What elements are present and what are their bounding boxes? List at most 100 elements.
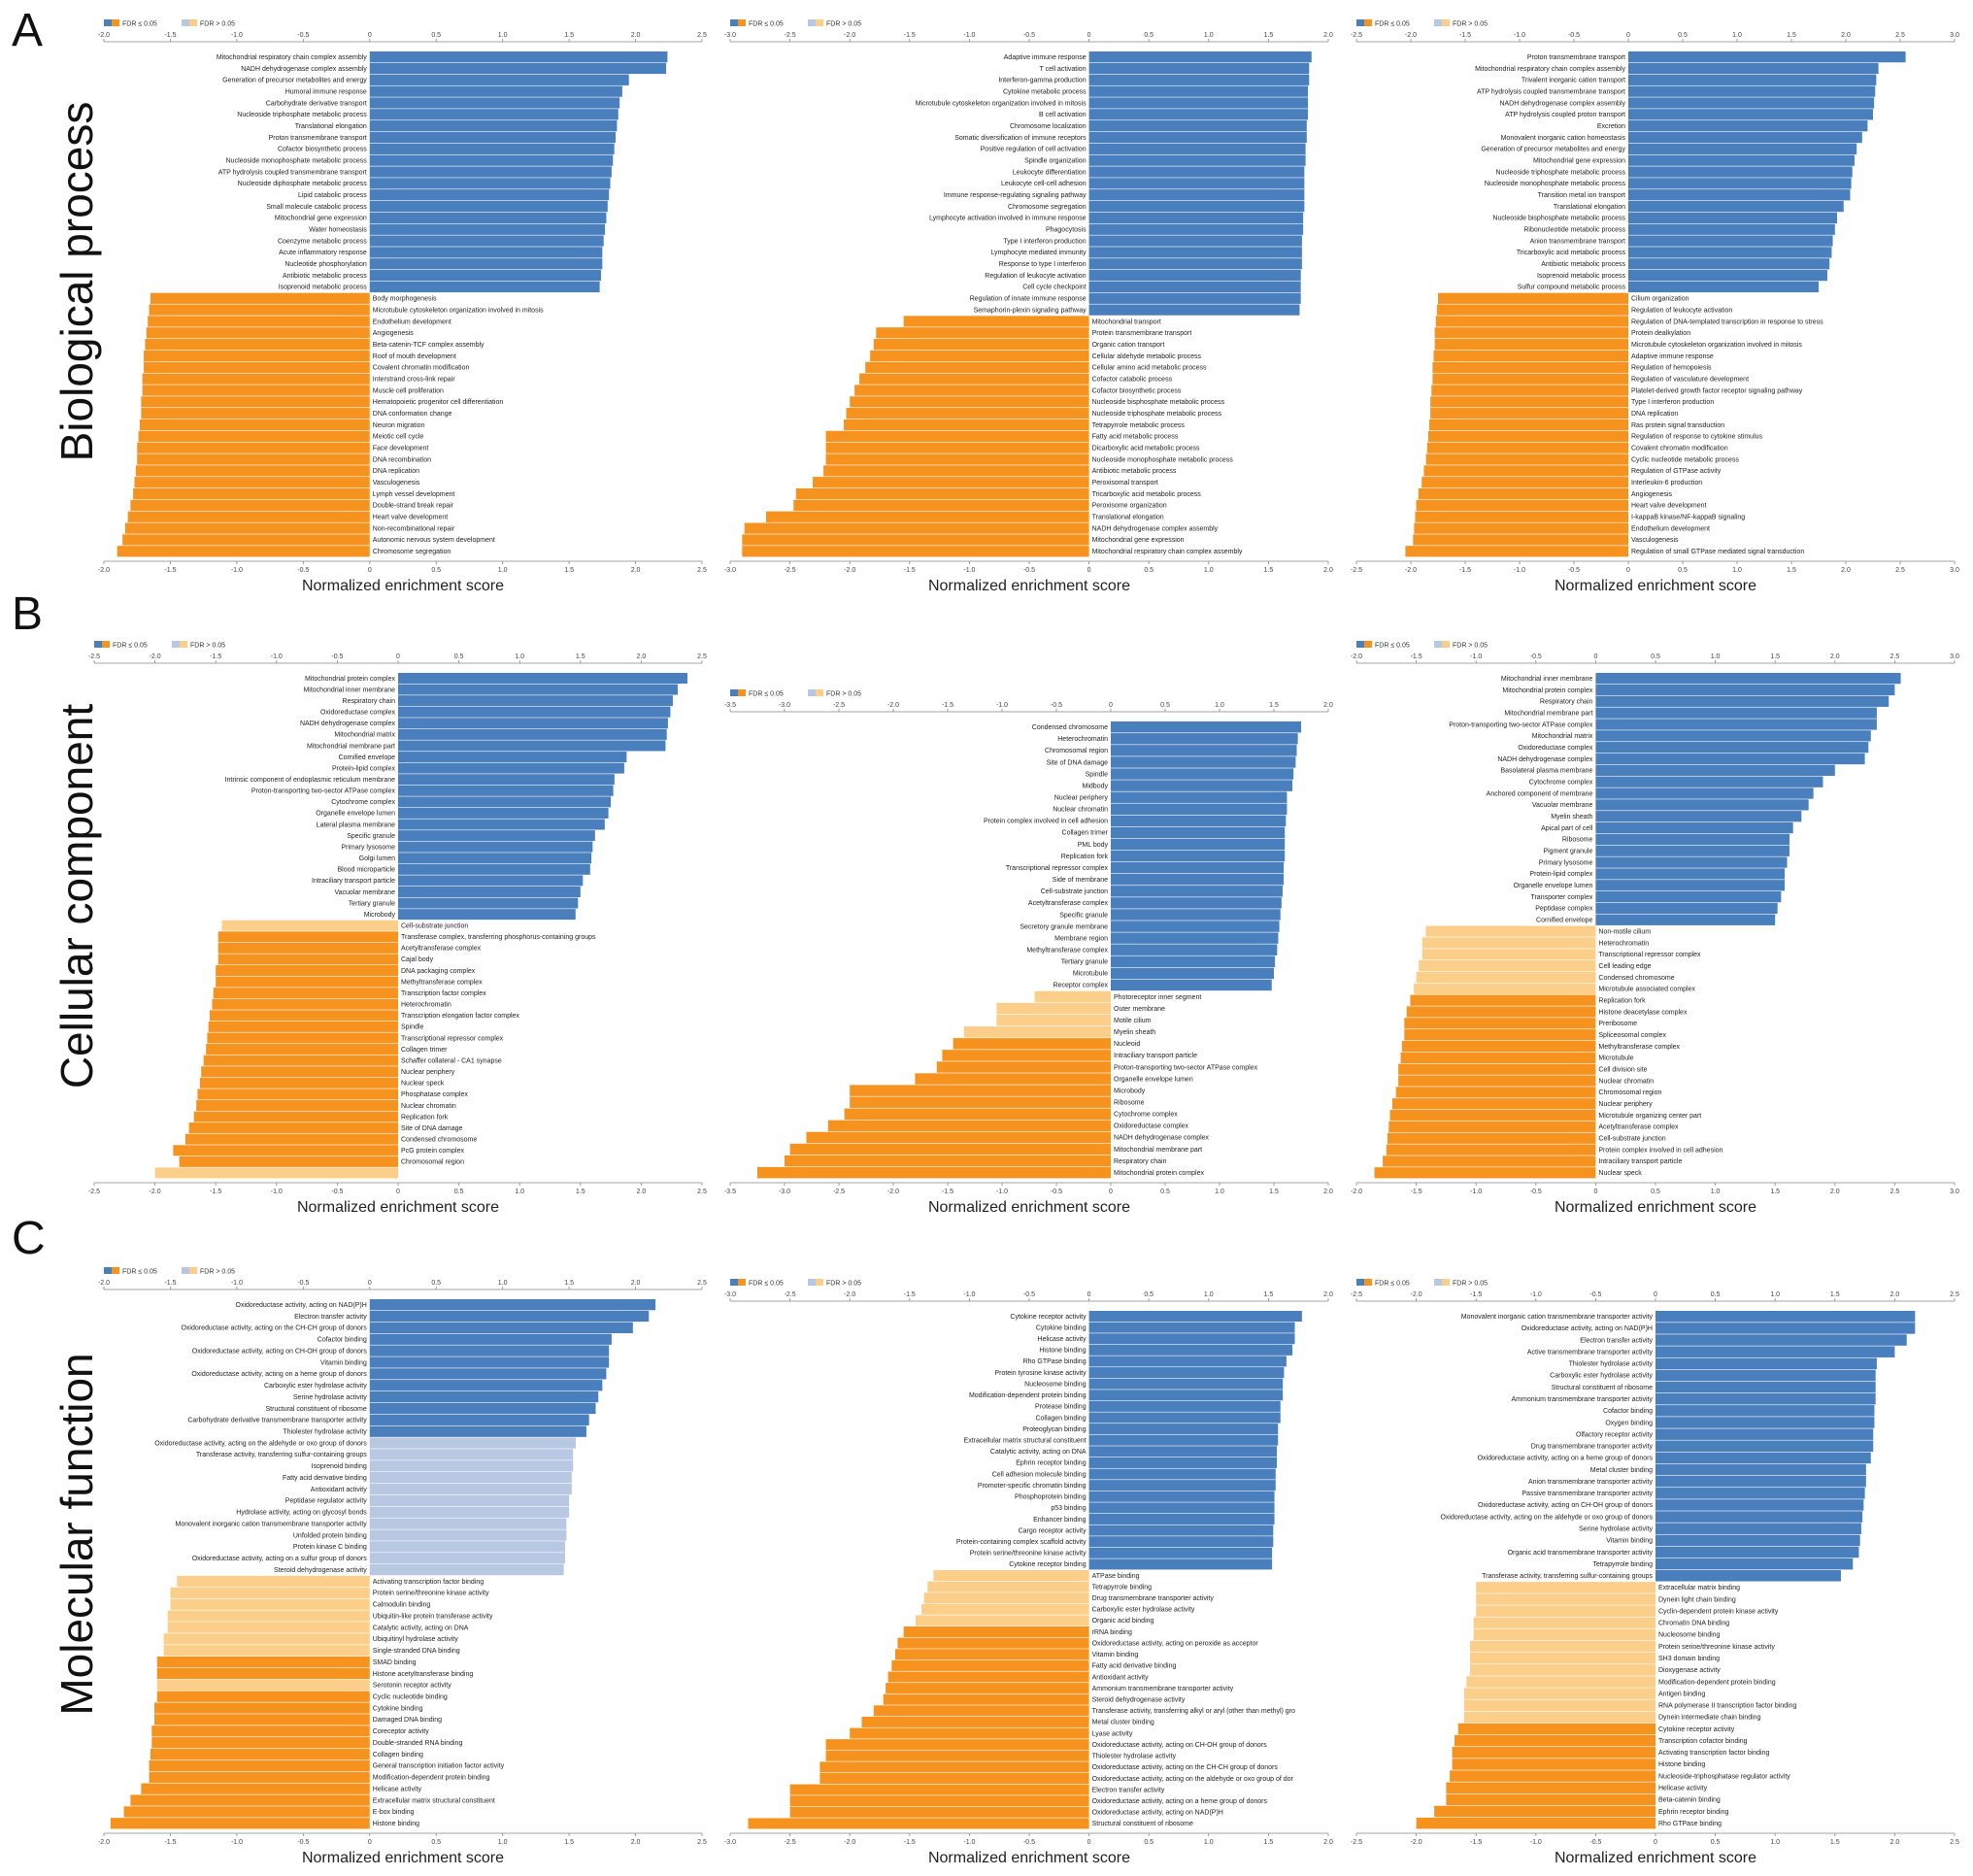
category-label: Lateral plasma membrane (317, 821, 395, 828)
bar (369, 1299, 656, 1311)
category-label: Cytokine binding (1036, 1324, 1087, 1331)
category-label: Organic acid binding (1092, 1618, 1154, 1625)
category-label: Golgi lumen (359, 855, 395, 862)
bar (1401, 1040, 1596, 1053)
bar (163, 1633, 370, 1645)
category-label: Single-stranded DNA binding (373, 1648, 460, 1655)
bar (1427, 430, 1628, 442)
tick-label: 1.0 (1204, 1839, 1214, 1846)
category-label: Vacuolar membrane (1532, 802, 1593, 809)
top-axis: -2.5 -2.0 -1.5 -1.0 -0.5 0 0.5 1.0 1.5 2.0 2.5 (1351, 1291, 1959, 1302)
category-label: Isoprenoid metabolic process (1537, 273, 1626, 280)
category-label: Passive transmembrane transporter activi… (1522, 1491, 1653, 1497)
category-label: Midbody (1083, 783, 1109, 789)
category-label: Lyase activity (1092, 1730, 1133, 1737)
category-label: Tetrapyrrole metabolic process (1092, 422, 1186, 429)
bar (1655, 1570, 1841, 1582)
category-label: Cilium organization (1631, 296, 1689, 303)
tick-label: 1.5 (1269, 702, 1279, 709)
category-label: Cytokine receptor activity (1658, 1726, 1735, 1733)
bar (398, 807, 609, 819)
bar (1434, 1805, 1655, 1818)
tick-label: 3.0 (1950, 1189, 1959, 1195)
category-label: Lipid catabolic process (298, 192, 367, 199)
category-label: Respiratory chain (343, 698, 396, 705)
bar (1426, 442, 1628, 453)
bar (1446, 1782, 1655, 1793)
category-label: Nuclear periphery (401, 1069, 455, 1076)
x-axis-label: Normalized enrichment score (1555, 1850, 1756, 1866)
bar (1395, 1087, 1596, 1098)
category-label: DNA conformation change (373, 411, 452, 418)
category-label: DNA packaging complex (401, 968, 476, 975)
category-label: Organic cation transport (1092, 342, 1165, 349)
bar (369, 1518, 567, 1529)
bar (1088, 97, 1309, 109)
category-label: Nuclear periphery (1598, 1101, 1653, 1108)
category-label: Protein tyrosine kinase activity (994, 1370, 1087, 1377)
category-label: Interleukin-6 production (1631, 480, 1702, 486)
tick-label: -0.5 (1568, 567, 1580, 574)
tick-label: 2.5 (697, 1189, 707, 1195)
tick-label: 0.5 (1651, 653, 1660, 660)
category-label: Regulation of innate immune response (970, 296, 1087, 303)
category-label: Microbody (1114, 1088, 1146, 1094)
category-label: Acetyltransferase complex (1028, 900, 1109, 907)
bar (1655, 1428, 1874, 1440)
category-label: Oxidoreductase activity, acting on the C… (1092, 1764, 1279, 1771)
bar (963, 1026, 1111, 1038)
category-label: Helicase activity (1658, 1786, 1708, 1792)
category-label: Mitochondrial gene expression (1533, 157, 1625, 164)
tick-label: -1.0 (231, 1839, 243, 1846)
category-label: Drug transmembrane transporter activity (1092, 1595, 1215, 1602)
tick-label: -3.0 (724, 1839, 736, 1846)
category-label: Cytokine receptor activity (1010, 1314, 1087, 1321)
category-label: Translational elongation (295, 123, 367, 130)
category-label: Antibiotic metabolic process (283, 273, 367, 280)
tick-label: -1.5 (1411, 1189, 1422, 1195)
tick-label: -1.5 (1459, 567, 1471, 574)
tick-label: 2.5 (697, 567, 707, 574)
tick-label: -2.5 (1351, 1839, 1362, 1846)
tick-label: 1.0 (498, 32, 508, 39)
category-label: Protein kinase C binding (293, 1544, 367, 1551)
category-label: Metal cluster binding (1092, 1720, 1154, 1726)
bar (144, 350, 370, 362)
bar (1088, 1367, 1285, 1379)
category-label: Rho GTPase binding (1023, 1358, 1087, 1365)
category-label: rRNA binding (1092, 1629, 1132, 1636)
legend: FDR ≤ 0.05 FDR > 0.05 (1356, 1279, 1488, 1288)
bar (369, 1357, 610, 1368)
bar (217, 931, 398, 943)
category-label: Immune response-regulating signaling pat… (944, 192, 1087, 199)
bar (789, 1143, 1111, 1156)
category-label: Anchored component of membrane (1487, 790, 1593, 797)
bar (886, 1683, 1089, 1694)
x-axis-label: Normalized enrichment score (928, 578, 1130, 594)
bar (369, 1541, 566, 1553)
category-label: Apical part of cell (1541, 825, 1593, 832)
category-label: Steroid dehydrogenase activity (1092, 1697, 1186, 1704)
tick-label: -0.5 (297, 567, 309, 574)
tick-label: 2.0 (1890, 1839, 1900, 1846)
bar (870, 350, 1089, 362)
bar (915, 1615, 1089, 1626)
category-label: Ribosome (1114, 1099, 1145, 1106)
category-label: Fatty acid metabolic process (1092, 434, 1179, 441)
bar (369, 258, 603, 270)
tick-label: 0 (396, 653, 400, 660)
category-label: Response to type I interferon (999, 261, 1087, 268)
bar (156, 1656, 370, 1668)
legend-sig-label: FDR ≤ 0.05 (1375, 1281, 1410, 1288)
category-label: Protein transmembrane transport (1092, 330, 1192, 337)
bar (193, 1111, 398, 1122)
bar (1111, 944, 1278, 955)
chart-cc-1: FDR ≤ 0.05 FDR > 0.05 -2.5 -2.0 -1.5 -1.0 -0.5… (88, 641, 707, 1216)
bar (1111, 874, 1285, 886)
bar (122, 534, 370, 546)
tick-label: 1.5 (1770, 1189, 1780, 1195)
bar (933, 1570, 1089, 1582)
chart-mf-2: FDR ≤ 0.05 FDR > 0.05 -3.0 -2.5 -2.0 -1.5 -1.0… (724, 1279, 1333, 1866)
tick-label: -1.5 (904, 1839, 916, 1846)
category-label: Oxidoreductase activity, acting on perox… (1092, 1640, 1259, 1647)
